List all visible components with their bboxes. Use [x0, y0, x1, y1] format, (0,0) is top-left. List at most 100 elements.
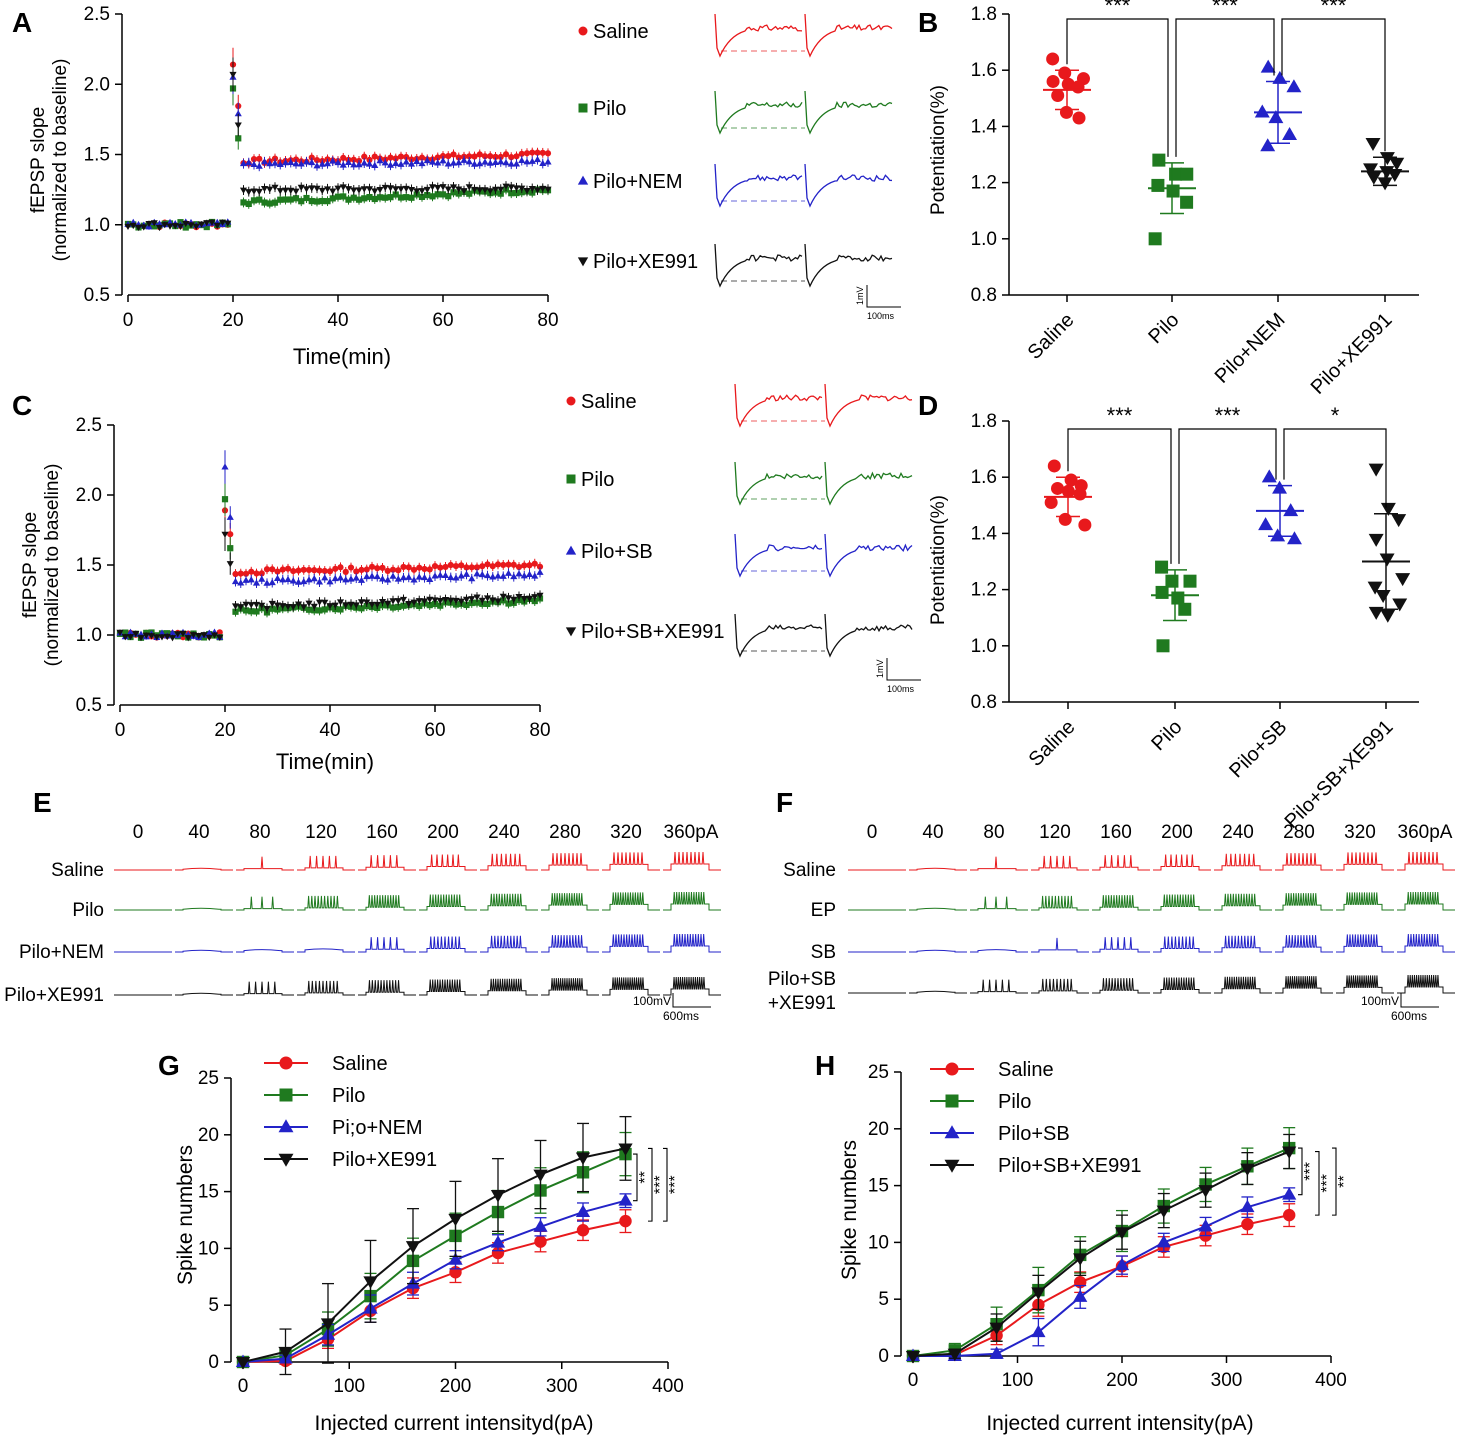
spike-trace	[1214, 853, 1272, 871]
data-point	[447, 573, 455, 580]
data-point	[489, 573, 497, 580]
category-label: Pilo+NEM	[1211, 309, 1290, 388]
data-point	[445, 152, 452, 160]
category-label: Pilo+XE991	[1307, 309, 1397, 399]
data-point	[1073, 1253, 1088, 1266]
data-point	[1051, 481, 1065, 495]
spike-traces-f: 0 40 80 120 160 200 240 280 320 360pA Saline EP SB Pi…	[768, 822, 1455, 1023]
data-point	[465, 184, 473, 191]
data-point	[171, 223, 179, 230]
data-point	[368, 572, 376, 579]
data-point	[473, 570, 481, 577]
data-point	[1058, 512, 1072, 526]
data-point	[468, 575, 476, 582]
legend-label: Pilo+XE991	[332, 1149, 437, 1171]
series-line	[242, 1147, 626, 1363]
data-point	[1058, 66, 1072, 80]
data-point	[508, 190, 515, 197]
legend-marker	[944, 1125, 960, 1139]
data-point	[231, 603, 240, 610]
data-point	[321, 567, 328, 575]
row-label-line2: +XE991	[768, 993, 836, 1014]
spike-trace	[909, 867, 967, 871]
data-point	[276, 160, 284, 168]
data-point	[182, 224, 189, 231]
data-point	[447, 561, 454, 569]
legend-marker	[279, 1088, 293, 1102]
data-point	[428, 158, 437, 165]
data-point	[1178, 602, 1192, 616]
data-point	[1241, 1218, 1254, 1231]
significance-mark: ***	[1319, 1174, 1336, 1193]
data-point	[1368, 606, 1384, 620]
data-point	[116, 629, 124, 637]
data-point	[1375, 590, 1391, 604]
legend-marker	[279, 1056, 293, 1070]
data-point	[192, 223, 200, 230]
data-point	[287, 158, 295, 165]
data-point	[292, 195, 300, 202]
data-point	[227, 531, 234, 538]
data-point	[350, 187, 358, 194]
data-point	[479, 563, 486, 570]
data-point	[476, 187, 484, 194]
data-point	[263, 605, 271, 613]
data-point	[1254, 104, 1270, 118]
data-point	[470, 186, 479, 194]
data-point	[273, 602, 282, 609]
data-point	[1169, 167, 1183, 181]
data-point	[1240, 1163, 1255, 1176]
spike-trace	[1214, 976, 1272, 994]
data-point	[205, 634, 213, 641]
data-point	[218, 219, 227, 226]
data-point	[168, 629, 177, 636]
bracket	[1178, 428, 1277, 564]
data-point	[462, 596, 471, 603]
spike-trace	[1336, 975, 1394, 994]
y-tick-label: 0	[208, 1352, 219, 1373]
legend-marker	[577, 257, 589, 267]
data-point	[213, 222, 221, 230]
significance-mark: **	[637, 1171, 654, 1183]
data-point	[504, 595, 513, 602]
data-point	[387, 154, 394, 161]
data-point	[269, 566, 276, 573]
data-point	[415, 598, 423, 605]
data-point	[208, 219, 216, 226]
data-point	[200, 632, 208, 639]
data-point	[539, 185, 547, 193]
data-point	[434, 159, 442, 166]
data-point	[334, 158, 342, 166]
data-point	[431, 597, 439, 604]
data-point	[437, 564, 444, 571]
data-point	[129, 222, 137, 230]
data-point	[405, 564, 412, 571]
trace-path	[734, 533, 913, 578]
data-point	[618, 1143, 633, 1156]
data-point	[403, 194, 410, 201]
current-label: 80	[983, 822, 1004, 843]
data-point	[1282, 1187, 1297, 1200]
scale-bar-line	[886, 658, 921, 681]
bracket	[1283, 428, 1387, 508]
data-point	[382, 194, 389, 201]
group-pilo-sb	[1256, 469, 1304, 545]
spike-trace	[909, 949, 967, 953]
data-point	[394, 598, 402, 605]
data-point	[339, 184, 347, 191]
bracket	[1175, 18, 1275, 157]
data-point	[1198, 1219, 1213, 1232]
data-point	[221, 531, 229, 538]
data-point	[405, 1241, 421, 1254]
spike-trace	[358, 937, 416, 953]
data-point	[122, 629, 129, 636]
data-point	[271, 199, 279, 206]
data-point	[326, 578, 334, 585]
data-point	[525, 595, 534, 602]
data-point	[408, 194, 415, 201]
series-pilo-xe991	[235, 1115, 633, 1376]
data-point	[300, 604, 308, 611]
data-point	[266, 160, 274, 167]
